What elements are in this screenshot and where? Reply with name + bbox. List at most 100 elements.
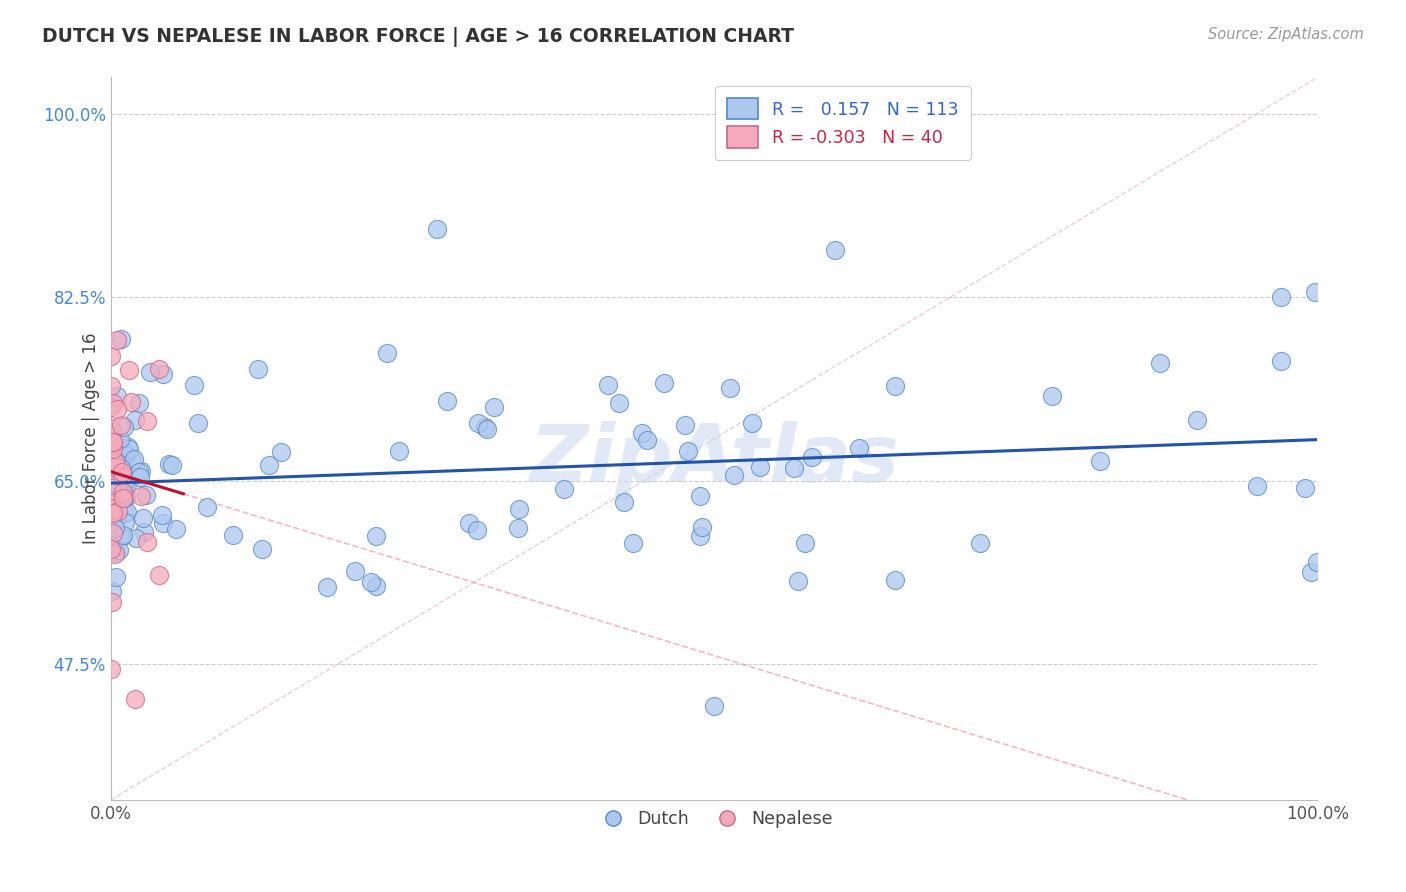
Point: [783, 460, 806, 475]
Point: [101, 500, 124, 514]
Point: [124, 531, 146, 545]
Point: [103, 517, 125, 532]
Point: [112, 491, 135, 505]
Point: [848, 441, 870, 455]
Point: [111, 469, 134, 483]
Point: [104, 547, 127, 561]
Point: [195, 500, 218, 514]
Point: [105, 402, 128, 417]
Point: [100, 349, 122, 363]
Point: [103, 507, 125, 521]
Point: [1303, 285, 1326, 299]
Point: [122, 451, 145, 466]
Point: [117, 440, 139, 454]
Point: [636, 433, 658, 447]
Point: [120, 395, 142, 409]
Point: [152, 367, 174, 381]
Point: [467, 416, 489, 430]
Legend: Dutch, Nepalese: Dutch, Nepalese: [589, 803, 839, 835]
Y-axis label: In Labor Force | Age > 16: In Labor Force | Age > 16: [82, 333, 100, 544]
Point: [124, 691, 146, 706]
Point: [101, 483, 124, 498]
Point: [118, 442, 141, 456]
Point: [101, 505, 124, 519]
Text: Source: ZipAtlas.com: Source: ZipAtlas.com: [1208, 27, 1364, 42]
Point: [1149, 356, 1171, 370]
Point: [115, 505, 138, 519]
Point: [247, 362, 270, 376]
Point: [100, 401, 122, 415]
Point: [343, 564, 366, 578]
Point: [884, 379, 907, 393]
Point: [105, 389, 128, 403]
Point: [100, 379, 122, 393]
Point: [110, 418, 132, 433]
Point: [104, 459, 127, 474]
Point: [112, 460, 135, 475]
Point: [270, 445, 292, 459]
Point: [100, 436, 122, 450]
Point: [105, 544, 128, 558]
Point: [100, 495, 122, 509]
Point: [1185, 413, 1208, 427]
Point: [375, 345, 398, 359]
Point: [100, 501, 122, 516]
Point: [508, 501, 530, 516]
Point: [152, 516, 174, 530]
Point: [128, 466, 150, 480]
Point: [676, 444, 699, 458]
Point: [360, 574, 382, 589]
Point: [107, 504, 129, 518]
Point: [100, 442, 122, 457]
Point: [607, 395, 630, 409]
Point: [100, 439, 122, 453]
Point: [723, 467, 745, 482]
Point: [675, 417, 697, 432]
Point: [100, 421, 122, 435]
Point: [475, 422, 498, 436]
Point: [506, 521, 529, 535]
Point: [128, 396, 150, 410]
Point: [652, 376, 675, 391]
Point: [110, 484, 132, 499]
Point: [689, 529, 711, 543]
Point: [101, 435, 124, 450]
Point: [139, 365, 162, 379]
Point: [105, 333, 128, 347]
Point: [366, 579, 388, 593]
Point: [787, 574, 810, 588]
Point: [129, 464, 152, 478]
Point: [436, 393, 458, 408]
Point: [103, 525, 125, 540]
Point: [749, 459, 772, 474]
Point: [553, 483, 575, 497]
Point: [474, 420, 496, 434]
Point: [221, 528, 243, 542]
Point: [101, 426, 124, 441]
Point: [100, 584, 122, 599]
Point: [124, 413, 146, 427]
Point: [129, 470, 152, 484]
Point: [107, 476, 129, 491]
Point: [101, 442, 124, 456]
Point: [257, 458, 280, 472]
Point: [1270, 353, 1292, 368]
Point: [250, 541, 273, 556]
Point: [112, 485, 135, 500]
Point: [114, 447, 136, 461]
Point: [110, 332, 132, 346]
Point: [741, 416, 763, 430]
Point: [110, 461, 132, 475]
Point: [100, 541, 122, 556]
Point: [110, 433, 132, 447]
Point: [101, 440, 124, 454]
Point: [101, 395, 124, 409]
Point: [120, 452, 142, 467]
Point: [117, 475, 139, 489]
Point: [132, 511, 155, 525]
Point: [718, 381, 741, 395]
Point: [388, 443, 411, 458]
Point: [104, 455, 127, 469]
Point: [112, 419, 135, 434]
Point: [110, 465, 132, 479]
